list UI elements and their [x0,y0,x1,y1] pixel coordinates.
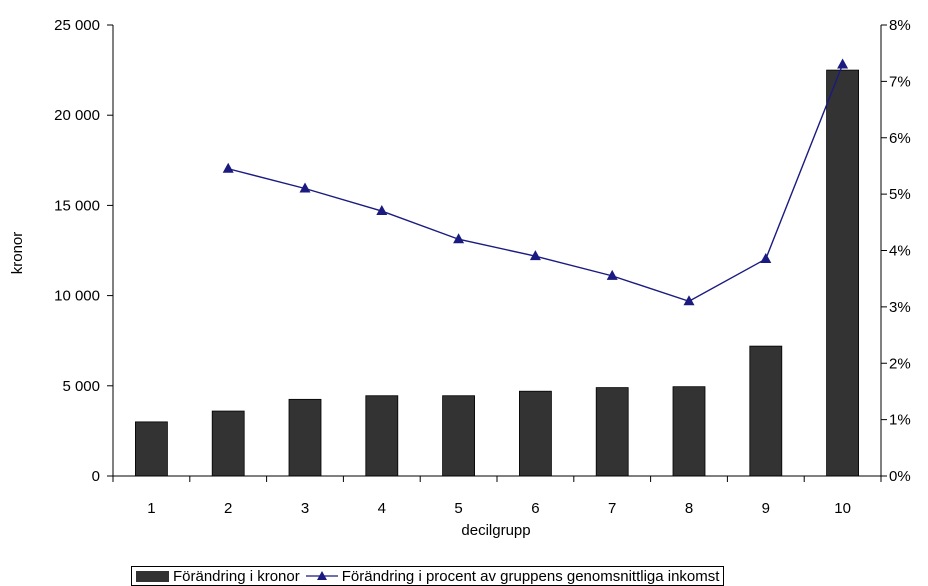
legend-label-line: Förändring i procent av gruppens genomsn… [341,567,720,585]
y2-tick-label: 0% [889,468,911,485]
y-tick-label: 10 000 [54,288,100,305]
bar [211,410,245,477]
legend-item-bars: Förändring i kronor [136,568,300,585]
x-tick-label: 3 [301,500,309,517]
y-tick-label: 5 000 [62,378,100,395]
bar [442,395,476,477]
bar [672,386,706,477]
line-point [529,250,541,261]
y2-tick-label: 6% [889,130,911,147]
legend: Förändring i kronor Förändring i procent… [131,566,725,586]
x-tick-label: 1 [147,500,155,517]
line-point [760,252,772,263]
line-point [453,233,465,244]
legend-bar-swatch [136,570,169,582]
x-axis-title: decilgrupp [461,522,530,539]
x-tick-label: 8 [685,500,693,517]
axis-labels: kronor decilgrupp [9,232,531,539]
bar-series [134,69,859,477]
axes: 0 5 000 10 000 15 000 20 000 25 000 0% 1% 2% 3% 4%… [54,17,911,517]
bar [595,387,629,477]
line-point [222,162,234,173]
line-point [376,205,388,216]
bar [365,395,399,477]
y2-tick-label: 1% [889,412,911,429]
bar [826,69,859,477]
legend-label-bars: Förändring i kronor [173,567,300,585]
y2-tick-label: 2% [889,355,911,372]
y2-tick-label: 5% [889,186,911,203]
legend-line-swatch [305,571,338,580]
y-tick-label: 0 [92,468,100,485]
line-point [837,58,849,69]
bar [288,398,322,477]
y2-tick-label: 4% [889,243,911,260]
bar [519,390,552,477]
y2-tick-label: 8% [889,17,911,34]
line-series [222,58,849,306]
x-tick-label: 7 [608,500,616,517]
y-tick-label: 20 000 [54,107,100,124]
x-tick-label: 6 [531,500,539,517]
bar [134,421,168,477]
x-tick-label: 9 [762,500,770,517]
chart: 0 5 000 10 000 15 000 20 000 25 000 0% 1% 2% 3% 4%… [9,17,911,539]
line-point [299,182,311,193]
x-tick-label: 5 [454,500,462,517]
bar [749,345,783,477]
x-tick-label: 4 [378,500,386,517]
x-tick-label: 10 [834,500,851,517]
y-tick-label: 15 000 [54,197,100,214]
y-axis-title: kronor [9,232,26,275]
line-path [228,64,844,302]
y2-tick-label: 7% [889,73,911,90]
line-point [606,269,618,280]
line-point [683,295,695,306]
legend-item-line: Förändring i procent av gruppens genomsn… [300,567,720,585]
y-tick-label: 25 000 [54,17,100,34]
y2-tick-label: 3% [889,299,911,316]
x-tick-label: 2 [224,500,232,517]
